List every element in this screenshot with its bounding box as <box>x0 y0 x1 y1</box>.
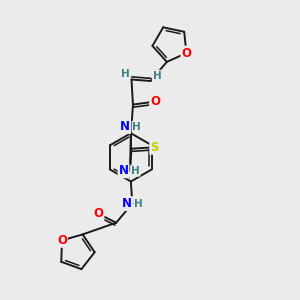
Text: H: H <box>132 122 141 132</box>
Text: S: S <box>150 141 159 154</box>
Text: H: H <box>121 69 129 79</box>
Text: N: N <box>120 120 130 133</box>
Text: N: N <box>118 164 128 177</box>
Text: O: O <box>182 46 191 60</box>
Text: H: H <box>131 166 140 176</box>
Text: H: H <box>134 199 143 208</box>
Text: H: H <box>153 71 161 81</box>
Text: O: O <box>94 207 103 220</box>
Text: N: N <box>122 197 132 210</box>
Text: O: O <box>150 95 160 108</box>
Text: O: O <box>57 234 67 247</box>
